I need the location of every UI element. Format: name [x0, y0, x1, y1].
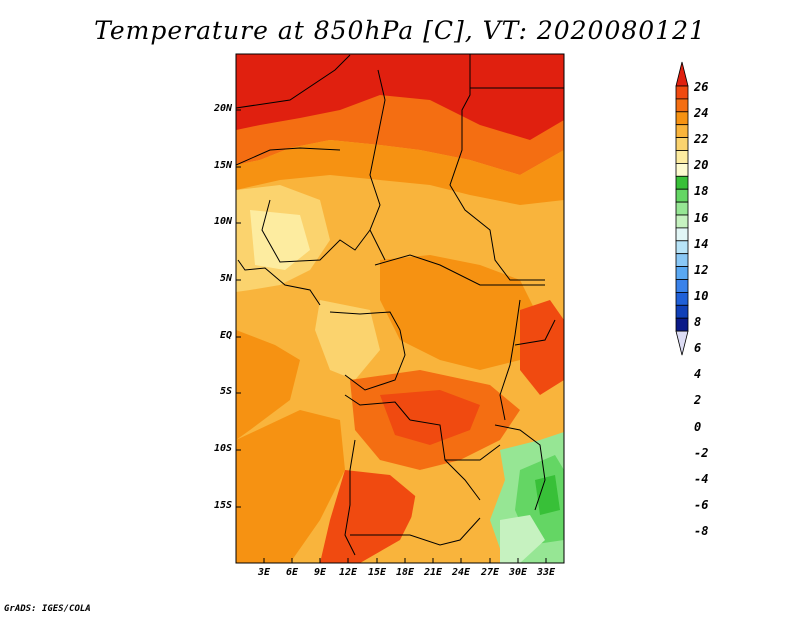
lon-label: 12E — [338, 567, 358, 578]
colorbar-segment — [675, 188, 689, 203]
colorbar-segment — [675, 85, 689, 100]
colorbar-label: 6 — [694, 341, 702, 356]
lat-label: 10N — [213, 216, 232, 227]
colorbar-label: 20 — [694, 158, 709, 173]
colorbar-label: 0 — [694, 419, 702, 434]
colorbar-label: 10 — [694, 288, 709, 303]
colorbar-segment — [675, 175, 689, 190]
lat-label: 5S — [219, 386, 232, 397]
colorbar-label: 8 — [694, 315, 702, 330]
plot-frame — [235, 53, 565, 564]
lon-label: 15E — [367, 567, 387, 578]
lon-label: 27E — [480, 567, 500, 578]
lon-label: 33E — [536, 567, 556, 578]
colorbar-segment — [675, 150, 689, 164]
colorbar-label: 24 — [694, 106, 709, 121]
lon-label: 9E — [313, 567, 327, 578]
colorbar-segment — [675, 304, 689, 319]
colorbar-segment — [675, 124, 689, 138]
axis-ticks — [236, 109, 547, 563]
colorbar-label: 18 — [694, 184, 709, 199]
colorbar-segment — [675, 317, 689, 332]
lat-label: EQ — [219, 330, 232, 341]
lat-label: 15S — [213, 500, 232, 511]
colorbar-label: -4 — [694, 471, 709, 486]
lat-label: 5N — [219, 273, 232, 284]
colorbar-segment — [675, 291, 689, 306]
lat-label: 15N — [213, 160, 232, 171]
colorbar-label: 16 — [694, 210, 709, 225]
colorbar-label: 14 — [694, 236, 709, 251]
colorbar-segment — [675, 279, 689, 293]
lon-label: 21E — [423, 567, 443, 578]
colorbar-label: 2 — [694, 393, 702, 408]
colorbar-segment — [675, 98, 689, 113]
lat-label: 20N — [213, 103, 232, 114]
colorbar-segment — [675, 266, 689, 280]
temperature-field — [236, 54, 564, 563]
colorbar-label: -6 — [694, 497, 709, 512]
colorbar-label: 22 — [694, 132, 709, 147]
colorbar-segment — [675, 240, 689, 255]
lon-label: 6E — [285, 567, 299, 578]
colorbar-label: 12 — [694, 262, 709, 277]
grads-credit: GrADS: IGES/COLA — [4, 604, 91, 614]
colorbar-label: 26 — [694, 80, 709, 94]
colorbar-segment — [675, 253, 689, 267]
lon-label: 18E — [395, 567, 415, 578]
colorbar-segment — [675, 227, 689, 242]
colorbar-segment — [675, 137, 689, 151]
lon-label: 24E — [451, 567, 471, 578]
lon-label: 30E — [508, 567, 528, 578]
colorbar-top-arrow — [675, 61, 689, 87]
lat-label: 10S — [213, 443, 232, 454]
map-title: Temperature at 850hPa [C], VT: 202008012… — [94, 16, 706, 45]
colorbar-label: -8 — [694, 524, 709, 538]
colorbar — [675, 61, 689, 356]
colorbar-segment — [675, 201, 689, 216]
colorbar-label: 4 — [694, 367, 702, 382]
colorbar-segment — [675, 214, 689, 229]
lon-label: 3E — [257, 567, 271, 578]
colorbar-segment — [675, 111, 689, 126]
colorbar-segment — [675, 162, 689, 177]
colorbar-label: -2 — [694, 445, 709, 460]
colorbar-bottom-arrow — [675, 330, 689, 356]
